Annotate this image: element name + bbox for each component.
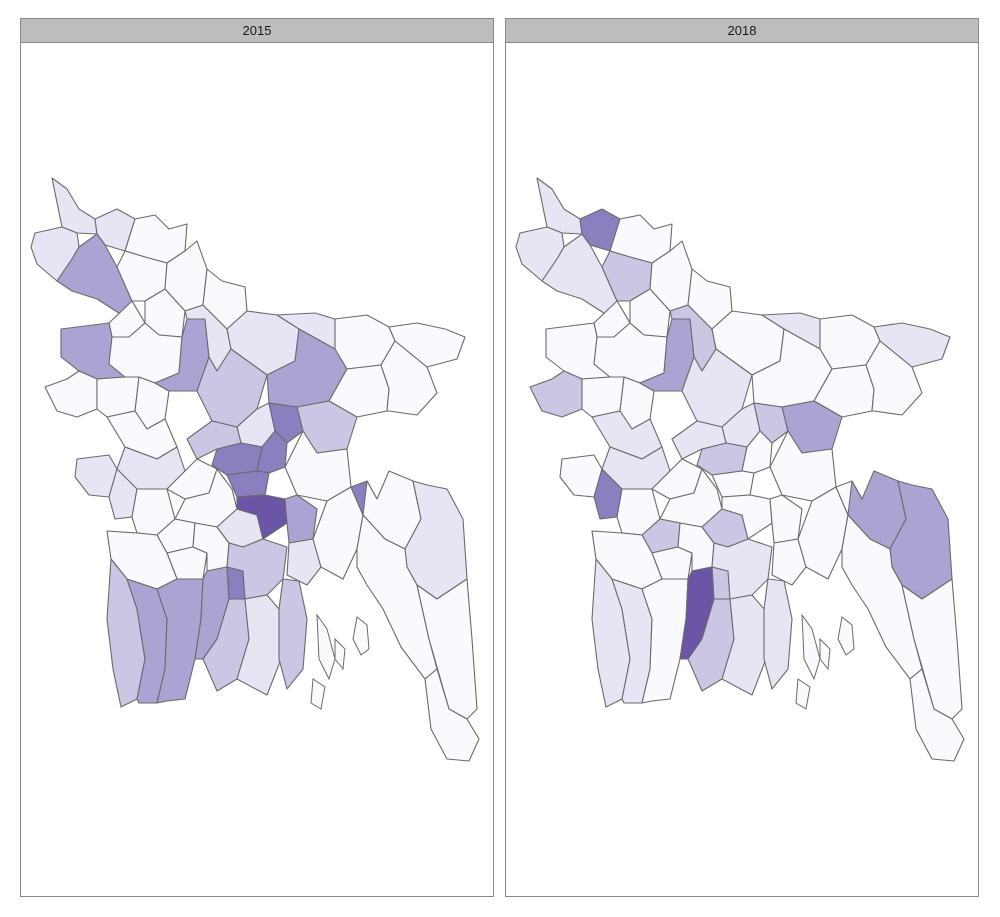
district-chandpur-2018: [769, 494, 803, 544]
district-moulvibazar-2018: [865, 340, 923, 416]
district-layer-2018: [515, 177, 965, 762]
bangladesh-choropleth-2018: [515, 177, 965, 762]
district-bagerhat-2018: [641, 578, 689, 704]
district-patuakhali-2018: [721, 594, 767, 696]
coastal-island-1-2018: [801, 613, 821, 681]
map-area-2015: [21, 43, 493, 896]
district-noakhali-2015: [312, 486, 364, 580]
district-shariatpur-2015: [236, 494, 288, 540]
facet-panel-2015: 2015: [20, 18, 494, 897]
district-layer-2015: [30, 177, 480, 762]
district-bagerhat-2015: [156, 578, 204, 704]
district-moulvibazar-2015: [380, 340, 438, 416]
district-patuakhali-2015: [236, 594, 282, 696]
district-jhalokati-2018: [711, 566, 731, 600]
district-lakshmipur-2015: [286, 538, 322, 586]
facet-label-2018: 2018: [727, 23, 757, 38]
district-chapai-2015: [44, 370, 98, 418]
district-shariatpur-2018: [721, 494, 773, 540]
facet-strip-2015: 2015: [21, 19, 493, 43]
coastal-island-1-2015: [316, 613, 336, 681]
coastal-island-4-2015: [310, 678, 326, 710]
district-bhola-2015: [278, 578, 308, 690]
coastal-island-4-2018: [795, 678, 811, 710]
coastal-island-3-2018: [837, 616, 855, 656]
facet-strip-2018: 2018: [506, 19, 978, 43]
bangladesh-choropleth-2015: [30, 177, 480, 762]
district-jhalokati-2015: [226, 566, 246, 600]
district-munshiganj-2015: [226, 470, 270, 498]
facet-panel-2018: 2018: [505, 18, 979, 897]
district-lakshmipur-2018: [771, 538, 807, 586]
district-comilla-2018: [769, 430, 837, 502]
district-panchagarh-2018: [536, 177, 583, 235]
district-barisal-2018: [711, 538, 773, 600]
district-chandpur-2015: [284, 494, 318, 544]
coastal-island-2-2015: [334, 637, 346, 671]
coastal-island-3-2015: [352, 616, 370, 656]
district-bhola-2018: [763, 578, 793, 690]
district-munshiganj-2018: [711, 470, 755, 498]
district-barisal-2015: [226, 538, 288, 600]
facet-label-2015: 2015: [242, 23, 272, 38]
district-panchagarh-2015: [51, 177, 98, 235]
coastal-island-2-2018: [819, 637, 831, 671]
district-coxsbazar-2015: [424, 668, 480, 762]
map-area-2018: [506, 43, 978, 896]
district-noakhali-2018: [797, 486, 849, 580]
district-chapai-2018: [529, 370, 583, 418]
district-comilla-2015: [284, 430, 352, 502]
district-coxsbazar-2018: [909, 668, 965, 762]
